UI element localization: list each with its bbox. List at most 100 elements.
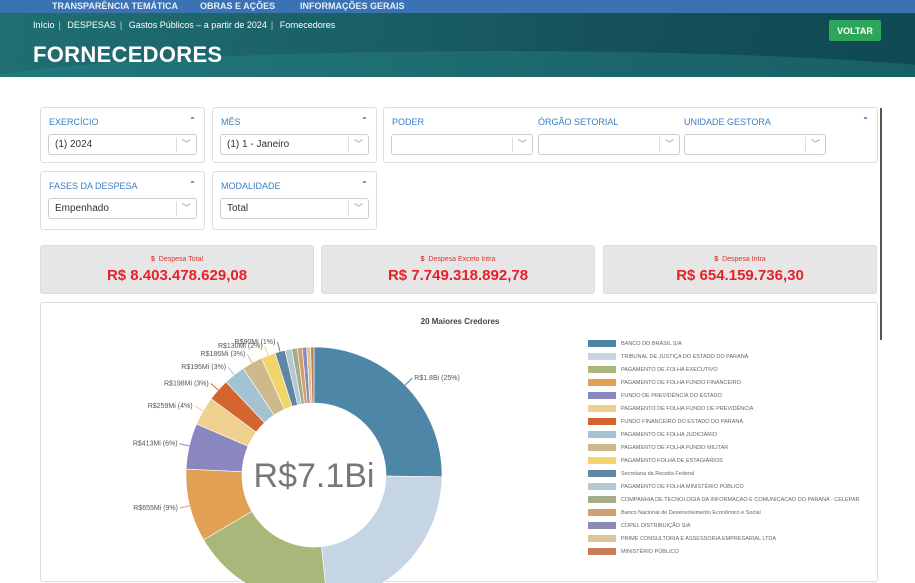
legend-item[interactable]: Secretaria da Receita Federal [588,467,860,480]
legend-swatch [588,340,616,347]
legend-item[interactable]: COPEL DISTRIBUIÇÃO S/A [588,519,860,532]
scrollbar[interactable] [880,108,882,340]
label-leader-line [194,405,204,412]
filter-fases: FASES DA DESPESA ◓ Empenhado ﹀ [40,171,205,230]
clear-filter-icon[interactable]: ◓ [362,114,367,123]
legend-item[interactable]: COMPANHIA DE TECNOLOGIA DA INFORMACAO E … [588,493,860,506]
label-leader-line [210,383,219,391]
clear-filter-icon[interactable]: ◓ [362,178,367,187]
legend-item[interactable]: PRIME CONSULTORIA E ASSESSORIA EMPRESARI… [588,532,860,545]
poder-select[interactable]: ﹀ [391,134,533,155]
pie-slice[interactable] [310,346,315,404]
label-leader-line [404,377,413,386]
label-leader-line [276,341,281,352]
legend-item[interactable]: PAGAMENTO DE FOLHA MINISTÉRIO PÚBLICO [588,480,860,493]
legend-label: PAGAMENTO DE FOLHA FUNDO FINANCEIRO [621,379,741,386]
slice-data-label: R$186Mi (3%) [201,351,246,358]
clear-filter-icon[interactable]: ◓ [190,114,195,123]
legend-item[interactable]: FUNDO FINANCEIRO DO ESTADO DO PARANÁ [588,415,860,428]
filter-label: UNIDADE GESTORA [684,117,771,127]
legend-item[interactable]: PAGAMENTO DE FOLHA EXECUTIVO [588,363,860,376]
clear-filter-icon[interactable]: ◓ [190,178,195,187]
legend-item[interactable]: PAGAMENTO FOLHA DE ESTAGIÁRIOS [588,454,860,467]
breadcrumb-inicio[interactable]: Início [33,20,55,30]
select-value: (1) 1 - Janeiro [227,139,290,150]
legend-label: PAGAMENTO DE FOLHA EXECUTIVO [621,366,718,373]
legend-item[interactable]: PAGAMENTO DE FOLHA FUNDO DE PREVIDÊNCIA [588,402,860,415]
legend-label: PAGAMENTO DE FOLHA FUNDO MILITAR [621,444,729,451]
legend-label: TRIBUNAL DE JUSTIÇA DO ESTADO DO PARANÁ [621,353,749,360]
legend-swatch [588,431,616,438]
nav-informacoes-gerais[interactable]: INFORMAÇÕES GERAIS [300,1,405,11]
legend-label: PRIME CONSULTORIA E ASSESSORIA EMPRESARI… [621,535,777,542]
fases-select[interactable]: Empenhado ﹀ [48,198,197,219]
nav-transparencia-tematica[interactable]: TRANSPARÊNCIA TEMÁTICA [52,1,178,11]
dollar-icon: $ [420,256,425,263]
modalidade-select[interactable]: Total ﹀ [220,198,369,219]
clear-filter-icon[interactable]: ◓ [863,114,868,123]
legend-item[interactable]: PAGAMENTO DE FOLHA JUDICIÁRIO [588,428,860,441]
legend-item[interactable]: Banco Nacional de Desenvolvimento Econôm… [588,506,860,519]
legend-item[interactable]: MINISTÉRIO PÚBLICO [588,545,860,558]
legend-swatch [588,509,616,516]
breadcrumb-separator: | [58,20,61,30]
slice-data-label: R$198Mi (3%) [164,380,209,387]
legend-swatch [588,405,616,412]
chevron-down-icon: ﹀ [659,137,679,152]
legend-swatch [588,535,616,542]
unidade-select[interactable]: ﹀ [684,134,826,155]
slice-data-label: R$90Mi (1%) [235,339,276,346]
legend-swatch [588,366,616,373]
legend-item[interactable]: PAGAMENTO DE FOLHA FUNDO FINANCEIRO [588,376,860,389]
legend-label: MINISTÉRIO PÚBLICO [621,548,679,555]
filter-label: MÊS [221,117,241,127]
legend-item[interactable]: FUNDO DE PREVIDÊNCIA DO ESTADO [588,389,860,402]
chart-title: 20 Maiores Credores [420,317,500,326]
chart-legend: BANCO DO BRASIL S/A TRIBUNAL DE JUSTIÇA D… [588,337,860,558]
pie-slice[interactable] [313,346,443,478]
card-value: R$ 7.749.318.892,78 [387,267,529,284]
card-label: Despesa Total [158,256,204,263]
chevron-down-icon: ﹀ [176,201,196,216]
card-despesa-intra: $ Despesa Intra R$ 654.159.736,30 [603,245,877,294]
exercicio-select[interactable]: (1) 2024 ﹀ [48,134,197,155]
nav-obras-e-acoes[interactable]: OBRAS E AÇÕES [200,1,276,11]
filter-label: FASES DA DESPESA [49,181,138,191]
chevron-down-icon: ﹀ [176,137,196,152]
mes-select[interactable]: (1) 1 - Janeiro ﹀ [220,134,369,155]
slice-data-label: R$655Mi (9%) [133,505,178,512]
filter-label: PODER [392,117,425,127]
legend-swatch [588,353,616,360]
legend-item[interactable]: BANCO DO BRASIL S/A [588,337,860,350]
breadcrumb-gastos[interactable]: Gastos Públicos – a partir de 2024 [128,20,267,30]
legend-label: PAGAMENTO DE FOLHA JUDICIÁRIO [621,431,718,438]
legend-label: Secretaria da Receita Federal [621,470,695,477]
filter-label: EXERCÍCIO [49,117,99,127]
legend-swatch [588,483,616,490]
legend-swatch [588,457,616,464]
legend-label: FUNDO DE PREVIDÊNCIA DO ESTADO [621,392,722,399]
label-leader-line [227,366,235,376]
label-leader-line [179,505,190,509]
legend-swatch [588,379,616,386]
page-title: FORNECEDORES [33,42,223,67]
breadcrumb: Início | DESPESAS | Gastos Públicos – a pa… [33,20,339,30]
legend-label: COMPANHIA DE TECNOLOGIA DA INFORMACAO E … [621,496,860,503]
card-value: R$ 8.403.478.629,08 [106,267,248,284]
slice-data-label: R$195Mi (3%) [181,364,226,371]
filter-label: MODALIDADE [221,181,281,191]
select-value: Total [227,203,249,214]
legend-label: FUNDO FINANCEIRO DO ESTADO DO PARANÁ [621,418,744,425]
legend-label: Banco Nacional de Desenvolvimento Econôm… [621,509,761,516]
slice-data-label: R$1.8Bi (25%) [414,375,460,382]
legend-item[interactable]: PAGAMENTO DE FOLHA FUNDO MILITAR [588,441,860,454]
breadcrumb-separator: | [270,20,274,30]
filter-orgao-group: PODER ÓRGÃO SETORIAL UNIDADE GESTORA ◓ ﹀… [383,107,878,163]
legend-label: PAGAMENTO DE FOLHA MINISTÉRIO PÚBLICO [621,483,744,490]
label-leader-line [179,443,190,447]
legend-swatch [588,496,616,503]
voltar-button[interactable]: VOLTAR [829,20,881,41]
orgao-select[interactable]: ﹀ [538,134,680,155]
legend-item[interactable]: TRIBUNAL DE JUSTIÇA DO ESTADO DO PARANÁ [588,350,860,363]
breadcrumb-despesas[interactable]: DESPESAS [67,20,116,30]
